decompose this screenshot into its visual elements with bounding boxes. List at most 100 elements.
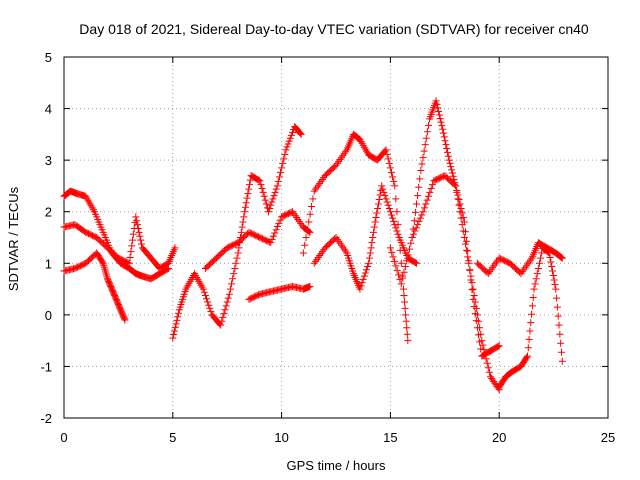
- series-satellite-track-g: [299, 130, 412, 345]
- data-point-interp: [444, 148, 452, 156]
- data-point-interp: [223, 298, 231, 306]
- data-point-interp: [388, 248, 396, 256]
- data-point-interp: [483, 359, 491, 367]
- data-point-interp: [458, 209, 466, 217]
- data-point-interp: [206, 304, 214, 312]
- data-point-interp: [415, 183, 423, 191]
- series-satellite-track-e: [201, 208, 314, 272]
- data-point-interp: [399, 274, 407, 282]
- data-point-interp: [385, 159, 393, 167]
- data-point-interp: [553, 303, 561, 311]
- data-point-interp: [413, 200, 421, 208]
- data-point-interp: [457, 204, 465, 212]
- data-point-interp: [275, 219, 283, 227]
- data-point-interp: [98, 258, 106, 266]
- data-point-interp: [411, 259, 419, 267]
- data-point-interp: [414, 192, 422, 200]
- data-point-interp: [403, 257, 411, 265]
- x-tick-label: 0: [60, 430, 67, 445]
- data-point: [132, 213, 140, 221]
- data-point-interp: [447, 163, 455, 171]
- x-tick-label: 10: [274, 430, 288, 445]
- x-axis-label: GPS time / hours: [287, 458, 386, 473]
- data-point-interp: [444, 152, 452, 160]
- x-tick-label: 5: [169, 430, 176, 445]
- data-point-interp: [553, 294, 561, 302]
- series-satellite-track-j: [408, 172, 503, 360]
- data-point: [404, 337, 412, 345]
- y-tick-label: 4: [45, 102, 52, 117]
- data-point: [256, 177, 264, 185]
- data-point-interp: [529, 293, 537, 301]
- series-satellite-track-b: [60, 213, 179, 272]
- data-point-interp: [389, 214, 397, 222]
- data-point-interp: [549, 267, 557, 275]
- data-point: [445, 156, 453, 164]
- data-points: [60, 97, 566, 394]
- data-point-interp: [226, 285, 234, 293]
- data-point-interp: [233, 254, 241, 262]
- data-point-interp: [442, 141, 450, 149]
- data-point-interp: [171, 323, 179, 331]
- data-point-interp: [449, 172, 457, 180]
- data-point-interp: [424, 121, 432, 129]
- data-point: [523, 352, 531, 360]
- data-point-interp: [400, 268, 408, 276]
- data-point-interp: [268, 198, 276, 206]
- data-point-interp: [304, 227, 312, 235]
- data-point-interp: [390, 257, 398, 265]
- data-point-interp: [421, 141, 429, 149]
- data-point: [241, 208, 249, 216]
- data-point-interp: [436, 115, 444, 123]
- y-axis-label: SDTVAR / TECUs: [6, 186, 21, 291]
- data-point-interp: [549, 272, 557, 280]
- data-point-interp: [435, 107, 443, 115]
- data-point-interp: [374, 200, 382, 208]
- data-point-interp: [365, 254, 373, 262]
- data-point-interp: [276, 216, 284, 224]
- data-point: [299, 249, 307, 257]
- data-point-interp: [258, 185, 266, 193]
- data-point-interp: [537, 254, 545, 262]
- data-point-interp: [383, 150, 391, 158]
- data-point: [530, 285, 538, 293]
- data-point-interp: [547, 258, 555, 266]
- data-point-interp: [393, 227, 401, 235]
- data-point-interp: [550, 276, 558, 284]
- data-point-interp: [137, 236, 145, 244]
- y-tick-label: -1: [40, 359, 52, 374]
- data-point-interp: [246, 181, 254, 189]
- data-point-interp: [423, 128, 431, 136]
- data-point-interp: [484, 364, 492, 372]
- data-point: [378, 182, 386, 190]
- data-point: [217, 321, 225, 329]
- series-satellite-track-d: [169, 123, 305, 342]
- plot-frame: [63, 56, 609, 419]
- data-point-interp: [285, 137, 293, 145]
- data-point-interp: [435, 111, 443, 119]
- data-point-interp: [472, 317, 480, 325]
- data-point-interp: [477, 345, 485, 353]
- data-point: [125, 259, 133, 267]
- data-point-interp: [411, 208, 419, 216]
- data-point-interp: [270, 192, 278, 200]
- data-point-interp: [308, 203, 316, 211]
- data-point-interp: [467, 276, 475, 284]
- y-tick-label: 0: [45, 308, 52, 323]
- data-point-interp: [410, 230, 418, 238]
- x-tick-label: 20: [492, 430, 506, 445]
- data-point-interp: [463, 246, 471, 254]
- data-point-interp: [205, 301, 213, 309]
- data-point-interp: [429, 181, 437, 189]
- data-point-interp: [466, 266, 474, 274]
- y-tick-label: 2: [45, 205, 52, 220]
- data-point-interp: [243, 194, 251, 202]
- data-point-interp: [419, 154, 427, 162]
- data-point-interp: [557, 348, 565, 356]
- data-point-interp: [401, 263, 409, 271]
- data-point: [460, 218, 468, 226]
- data-point-interp: [221, 306, 229, 314]
- data-point-interp: [404, 251, 412, 259]
- data-point-interp: [554, 312, 562, 320]
